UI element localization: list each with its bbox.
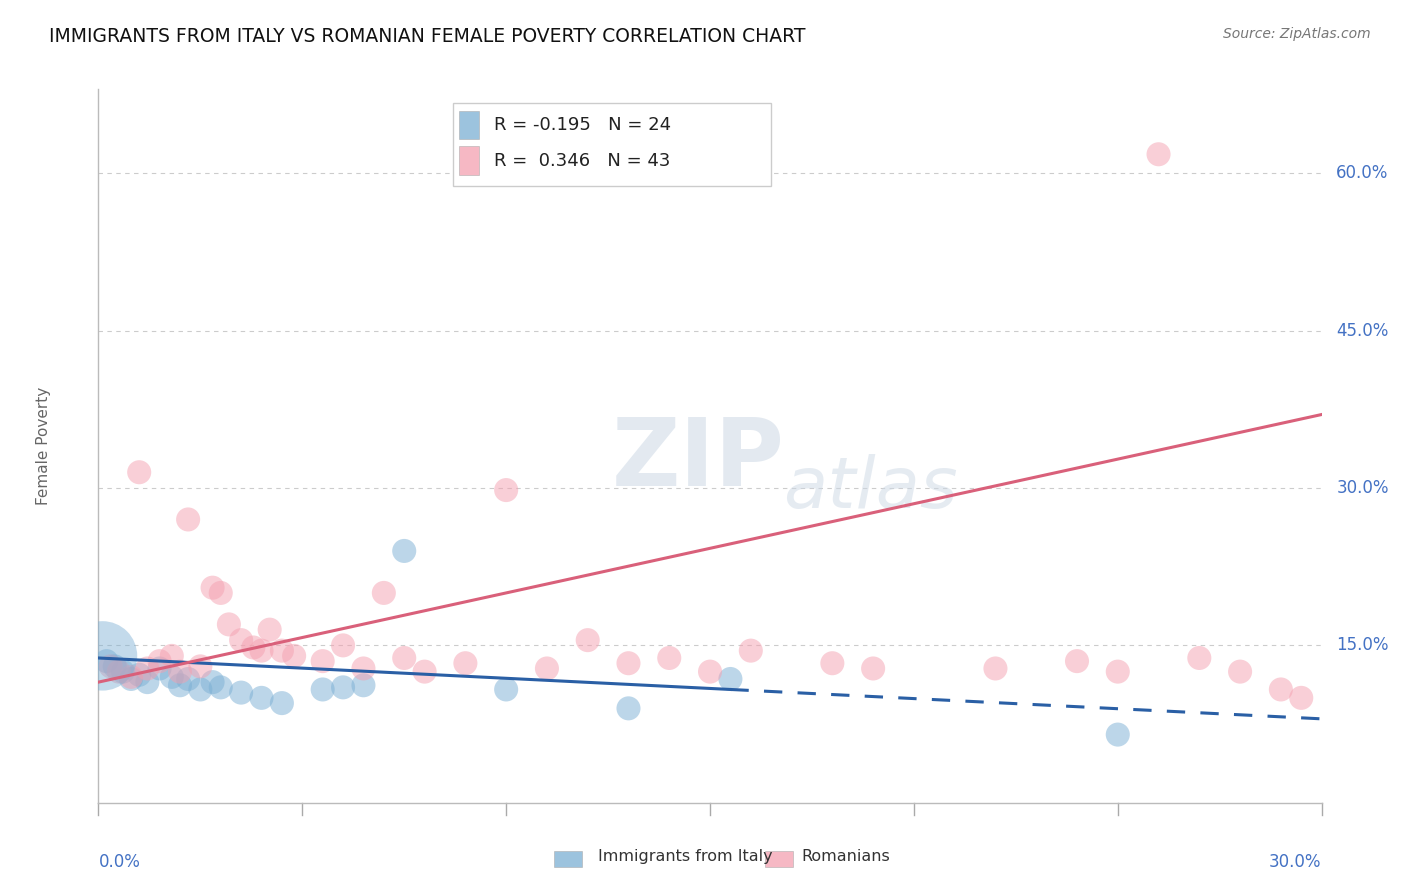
Point bbox=[188, 659, 212, 673]
Point bbox=[108, 665, 131, 679]
Point bbox=[495, 483, 517, 497]
Text: IMMIGRANTS FROM ITALY VS ROMANIAN FEMALE POVERTY CORRELATION CHART: IMMIGRANTS FROM ITALY VS ROMANIAN FEMALE… bbox=[49, 27, 806, 45]
Point bbox=[332, 681, 354, 695]
Point bbox=[1066, 654, 1088, 668]
Point bbox=[259, 623, 281, 637]
Bar bbox=[460, 146, 479, 175]
Text: Female Poverty: Female Poverty bbox=[37, 387, 51, 505]
Point bbox=[495, 682, 517, 697]
Point bbox=[128, 465, 150, 479]
Text: 15.0%: 15.0% bbox=[1336, 636, 1389, 655]
Point bbox=[149, 654, 172, 668]
Point bbox=[312, 682, 335, 697]
Point bbox=[160, 670, 183, 684]
Bar bbox=[460, 111, 479, 139]
Point bbox=[209, 586, 232, 600]
Point bbox=[160, 648, 183, 663]
Bar bbox=[554, 851, 582, 867]
Point bbox=[218, 617, 240, 632]
Point bbox=[111, 665, 134, 679]
Point bbox=[576, 633, 599, 648]
Point bbox=[1107, 665, 1129, 679]
Point bbox=[201, 675, 224, 690]
Text: Immigrants from Italy: Immigrants from Italy bbox=[598, 849, 772, 863]
Point bbox=[270, 643, 294, 657]
Point bbox=[100, 659, 122, 673]
Point bbox=[1147, 147, 1170, 161]
Point bbox=[658, 651, 681, 665]
Point bbox=[283, 648, 305, 663]
Point bbox=[1107, 728, 1129, 742]
Point bbox=[617, 657, 640, 671]
Point bbox=[120, 670, 142, 684]
Text: atlas: atlas bbox=[783, 454, 957, 524]
Point bbox=[352, 678, 374, 692]
Point bbox=[136, 661, 159, 675]
Point bbox=[536, 661, 558, 675]
Point bbox=[984, 661, 1007, 675]
Point bbox=[209, 681, 232, 695]
Point bbox=[231, 633, 253, 648]
Point bbox=[1270, 682, 1292, 697]
FancyBboxPatch shape bbox=[453, 103, 772, 186]
Point bbox=[1188, 651, 1211, 665]
Point bbox=[120, 672, 142, 686]
Point bbox=[177, 512, 200, 526]
Point bbox=[231, 685, 253, 699]
Point bbox=[352, 661, 374, 675]
Text: Romanians: Romanians bbox=[801, 849, 890, 863]
Point bbox=[104, 659, 127, 673]
Point bbox=[413, 665, 436, 679]
Point bbox=[270, 696, 294, 710]
Point bbox=[177, 672, 200, 686]
Point bbox=[188, 682, 212, 697]
Point bbox=[312, 654, 335, 668]
Point bbox=[740, 643, 762, 657]
Text: 30.0%: 30.0% bbox=[1336, 479, 1389, 497]
Bar bbox=[765, 851, 793, 867]
Text: 30.0%: 30.0% bbox=[1270, 853, 1322, 871]
Text: R =  0.346   N = 43: R = 0.346 N = 43 bbox=[494, 152, 669, 169]
Point bbox=[91, 648, 114, 663]
Point bbox=[136, 675, 159, 690]
Point bbox=[1291, 690, 1313, 705]
Point bbox=[242, 640, 264, 655]
Point bbox=[617, 701, 640, 715]
Point bbox=[699, 665, 721, 679]
Point bbox=[332, 639, 354, 653]
Point bbox=[862, 661, 884, 675]
Point bbox=[250, 643, 273, 657]
Point bbox=[169, 665, 191, 679]
Point bbox=[1229, 665, 1251, 679]
Point bbox=[96, 654, 118, 668]
Text: Source: ZipAtlas.com: Source: ZipAtlas.com bbox=[1223, 27, 1371, 41]
Point bbox=[454, 657, 477, 671]
Point bbox=[718, 672, 742, 686]
Point bbox=[201, 581, 224, 595]
Point bbox=[128, 667, 150, 681]
Text: 60.0%: 60.0% bbox=[1336, 164, 1389, 182]
Text: 0.0%: 0.0% bbox=[98, 853, 141, 871]
Text: ZIP: ZIP bbox=[612, 414, 785, 507]
Point bbox=[169, 678, 191, 692]
Point bbox=[250, 690, 273, 705]
Point bbox=[392, 544, 416, 558]
Point bbox=[821, 657, 844, 671]
Text: 45.0%: 45.0% bbox=[1336, 321, 1389, 340]
Text: R = -0.195   N = 24: R = -0.195 N = 24 bbox=[494, 116, 671, 134]
Point bbox=[149, 661, 172, 675]
Point bbox=[373, 586, 395, 600]
Point bbox=[392, 651, 416, 665]
